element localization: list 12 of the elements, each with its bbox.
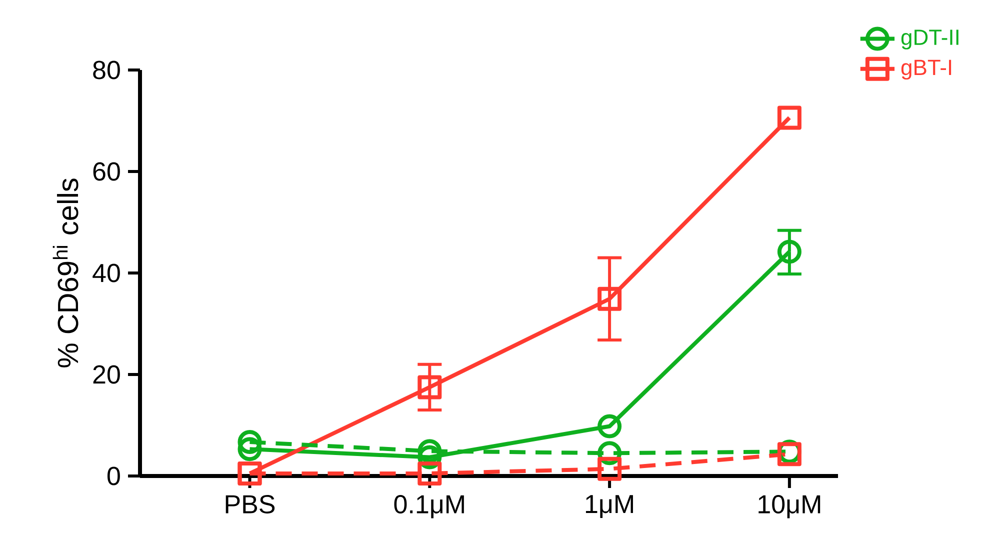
x-tick-label: 1μM	[586, 495, 633, 518]
x-tick-label: 10μM	[758, 495, 820, 518]
legend-label: gBT-I	[901, 60, 952, 80]
y-tick-label: 40	[92, 264, 120, 282]
y-tick-label: 60	[93, 162, 120, 181]
y-tick-label: 80	[93, 60, 120, 80]
legend-label: gDT-II	[901, 30, 958, 50]
x-tick-label: PBS	[226, 495, 275, 514]
y-axis-title: % CD69$^{hi}$ cells	[52, 178, 78, 368]
y-tick-label: 0	[107, 466, 120, 486]
y-tick-label: 20	[93, 365, 120, 384]
x-tick-label: 0.1μM	[394, 495, 464, 518]
